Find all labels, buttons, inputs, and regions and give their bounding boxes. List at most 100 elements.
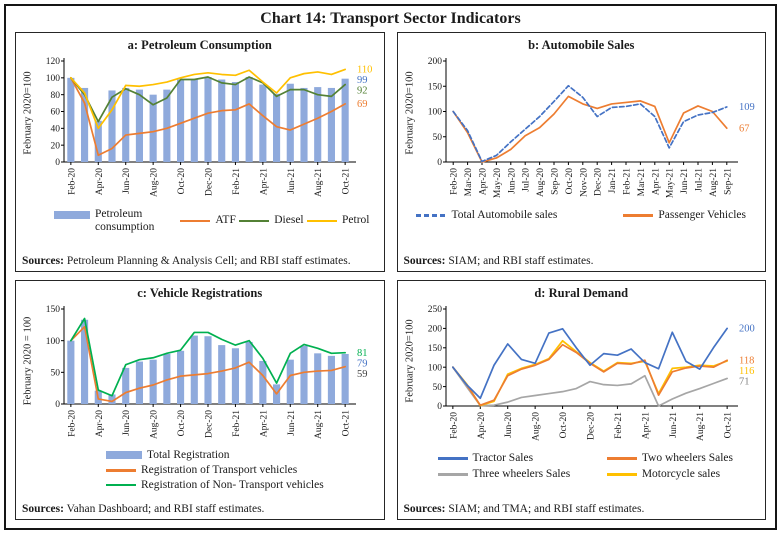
- bar: [67, 77, 75, 162]
- legend-label-total-registration: Total Registration: [147, 449, 230, 461]
- bar: [122, 87, 130, 162]
- legend-swatch-atf: [180, 219, 211, 223]
- bars-total-registration: [67, 319, 349, 404]
- sources-label: Sources:: [403, 503, 446, 515]
- x-tick-label: Aug-20: [536, 168, 546, 197]
- x-tick-label: Jun-21: [668, 412, 678, 438]
- legend-swatch-petroleum-consumption: [54, 211, 90, 219]
- bar: [341, 353, 349, 404]
- end-label-109: 109: [739, 102, 755, 113]
- x-tick-label: Aug-20: [531, 412, 541, 441]
- bar: [135, 361, 143, 404]
- bar: [190, 79, 198, 162]
- chart-figure: Chart 14: Transport Sector Indicators a:…: [4, 4, 777, 530]
- x-tick-label: Jun-20: [504, 412, 514, 438]
- legend-label-passenger-vehicles: Passenger Vehicles: [658, 209, 746, 221]
- end-label-92: 92: [357, 86, 368, 97]
- chart-area-b: February 2020=100 0 50 100 150 200 Feb-20 Mar-2…: [402, 53, 762, 205]
- legend-swatch-total-registration: [106, 451, 142, 460]
- sources-label: Sources:: [22, 255, 64, 267]
- legend-label-two-wheelers-sales: Two wheelers Sales: [641, 452, 733, 464]
- bars-petroleum-consumption: [67, 76, 349, 162]
- y-tick-label: 100: [427, 108, 442, 118]
- legend-item-registration-of-transport-vehicles: Registration of Transport vehicles: [106, 464, 380, 477]
- bar: [231, 82, 239, 162]
- x-axis-ticks: Feb-20 Apr-20 Jun-20 Aug-20 Oct-20 Dec-20 Feb-…: [67, 404, 352, 439]
- end-label-200: 200: [739, 324, 755, 335]
- x-tick-label: Nov-20: [579, 168, 589, 197]
- bar: [135, 89, 143, 162]
- chart-svg-c: 0 50 100 150 Feb-20 Apr-20 Jun-20 Aug-20 Oct-20 D…: [46, 305, 368, 439]
- y-tick-label: 200: [427, 325, 442, 335]
- sources-text: SIAM; and TMA; and RBI staff estimates.: [448, 503, 645, 515]
- x-tick-label: Jun-21: [287, 410, 297, 436]
- x-tick-label: Jun-20: [507, 168, 517, 194]
- bar: [327, 87, 335, 162]
- legend-item-tractor-sales: Tractor Sales: [437, 452, 571, 465]
- bar: [259, 84, 267, 162]
- legend-item-two-wheelers-sales: Two wheelers Sales: [606, 452, 733, 465]
- sources-text: Petroleum Planning & Analysis Cell; and …: [66, 255, 351, 267]
- legend-label-three-wheelers-sales: Three wheelers Sales: [472, 467, 571, 480]
- bar: [259, 360, 267, 404]
- x-tick-label: Feb-20: [449, 412, 459, 439]
- legend-item-passenger-vehicles: Passenger Vehicles: [623, 209, 746, 222]
- legend-label-tractor-sales: Tractor Sales: [472, 452, 534, 464]
- x-tick-label: Apr-20: [476, 412, 486, 439]
- x-axis-ticks: Feb-20 Apr-20 Jun-20 Aug-20 Oct-20 Dec-20 Feb-…: [449, 406, 733, 441]
- y-tick-label: 0: [437, 402, 442, 412]
- figure-title: Chart 14: Transport Sector Indicators: [260, 10, 521, 27]
- legend-label-diesel: Diesel: [274, 214, 304, 227]
- y-axis-label: February 2020=100: [402, 53, 418, 205]
- y-axis-ticks: 0 50 100 150 200 250: [427, 305, 446, 412]
- chart-area-a: February 2020=100 0 20 40 60 80 100 120 Feb-20 Ap…: [20, 53, 380, 205]
- y-tick-label: 50: [432, 383, 442, 393]
- x-tick-label: Feb-21: [622, 168, 632, 195]
- bar: [149, 94, 157, 162]
- legend-swatch-petrol: [307, 219, 338, 223]
- x-axis-ticks: Feb-20 Apr-20 Jun-20 Aug-20 Oct-20 Dec-20 Feb-…: [67, 162, 352, 197]
- panel-title-c: c: Vehicle Registrations: [137, 286, 263, 300]
- x-tick-label: Aug-21: [708, 168, 718, 197]
- x-tick-label: Apr-20: [95, 168, 105, 195]
- x-tick-label: Oct-21: [342, 410, 352, 437]
- bar: [122, 367, 130, 404]
- bar: [231, 348, 239, 404]
- chart-area-d: February 2020=100 0 50 100 150 200 250 Feb-20 Ap…: [402, 301, 762, 449]
- end-label-110: 110: [357, 65, 372, 76]
- x-tick-label: Aug-21: [314, 410, 324, 439]
- bar: [149, 359, 157, 404]
- y-tick-label: 150: [427, 344, 442, 354]
- y-tick-label: 0: [437, 158, 442, 168]
- legend-item-atf: ATF: [180, 208, 236, 234]
- legend-item-registration-of-non-transport-vehicles: Registration of Non- Transport vehicles: [106, 479, 380, 492]
- x-tick-label: Aug-20: [150, 168, 160, 197]
- y-tick-label: 150: [427, 82, 442, 92]
- x-tick-label: Mar-20: [464, 168, 474, 197]
- x-tick-label: Feb-21: [613, 412, 623, 439]
- x-tick-label: Sep-21: [723, 168, 733, 195]
- x-tick-label: Apr-20: [95, 410, 105, 437]
- panel-c: c: Vehicle Registrations February 2020 = …: [15, 280, 385, 520]
- panel-grid: a: Petroleum Consumption February 2020=10…: [6, 30, 775, 528]
- end-label-69: 69: [357, 99, 368, 110]
- end-label-79: 79: [357, 358, 368, 369]
- bar: [177, 350, 185, 404]
- legend-swatch-tractor-sales: [437, 457, 468, 460]
- x-tick-label: Aug-21: [696, 412, 706, 441]
- legend-swatch-registration-of-transport-vehicles: [106, 469, 136, 472]
- x-tick-label: Sep-20: [550, 168, 560, 195]
- chart-svg-a: 0 20 40 60 80 100 120 Feb-20 Apr-20 Jun-20 Aug-20 O…: [46, 57, 373, 197]
- bar: [67, 340, 75, 404]
- bar: [327, 355, 335, 404]
- legend-label-registration-of-non-transport-vehicles: Registration of Non- Transport vehicles: [141, 478, 324, 491]
- end-label-116: 116: [739, 366, 754, 377]
- y-tick-label: 80: [51, 91, 61, 101]
- y-tick-label: 40: [51, 125, 61, 135]
- legend-label-atf: ATF: [215, 214, 236, 227]
- bar: [218, 79, 226, 162]
- bar: [163, 353, 171, 404]
- series-line-two-wheelers-sales: [451, 343, 728, 407]
- x-tick-label: Feb-20: [67, 168, 77, 195]
- y-axis-label-text: February 2020=100: [404, 71, 415, 155]
